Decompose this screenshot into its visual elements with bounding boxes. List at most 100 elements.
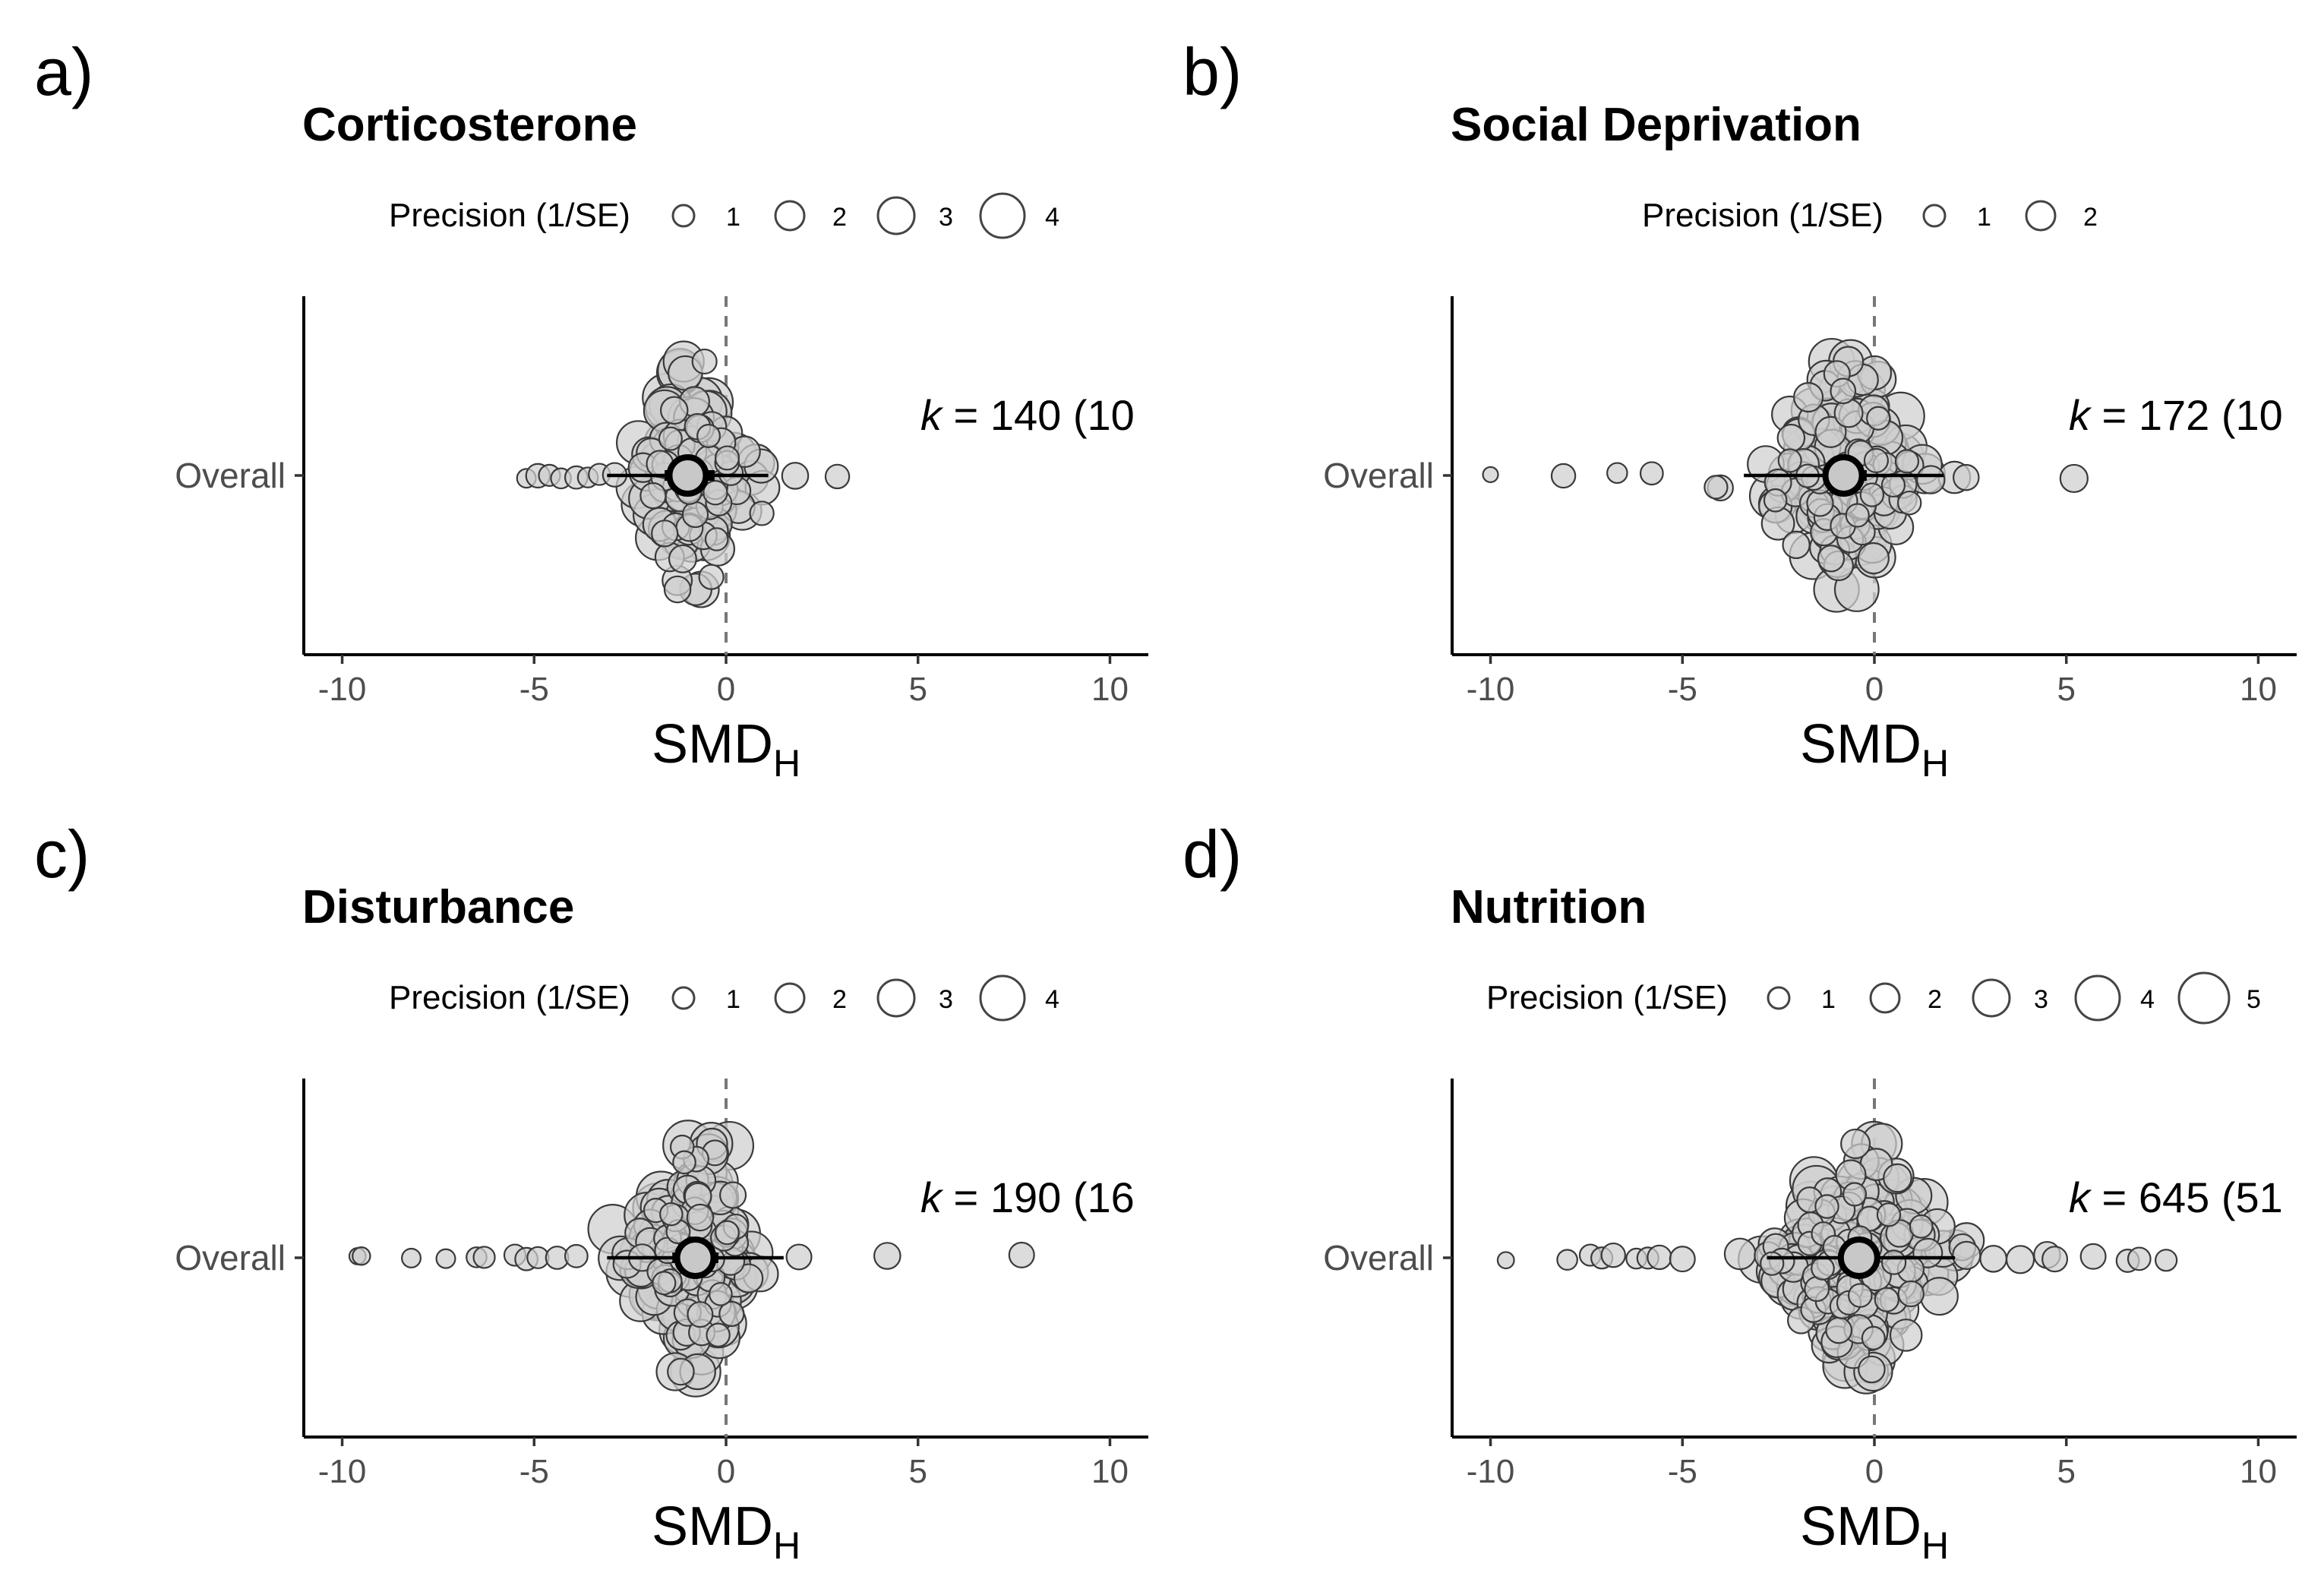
effect-size-point [1814,1194,1839,1219]
legend: Precision (1/SE) 1 2 3 4 [389,192,1059,239]
effect-size-point [785,1243,813,1271]
x-tick-label: -10 [1467,671,1515,708]
effect-size-point [1814,415,1847,448]
effect-size-point [1919,1277,1959,1316]
effect-size-point [687,1301,714,1328]
x-tick-label: 10 [2240,1453,2277,1490]
effect-size-point [651,520,679,548]
effect-size-point [718,1300,745,1327]
legend-key-label: 2 [832,203,847,232]
effect-size-point [352,1246,371,1266]
effect-size-point [1897,1280,1925,1308]
x-tick-label: 10 [1091,1453,1129,1490]
effect-size-point [659,1202,684,1227]
effect-size-point [1880,472,1906,498]
legend-key-circle [876,196,916,235]
effect-size-point [1811,1256,1835,1281]
effect-size-point [1782,530,1811,560]
effect-size-point [1842,1182,1868,1207]
legend-key-label: 2 [832,985,847,1014]
effect-size-point [1760,1251,1785,1276]
legend-key-label: 5 [2247,985,2261,1014]
effect-size-point [1008,1241,1035,1268]
effect-size-point [1909,1214,1934,1239]
effect-size-point [2059,463,2089,494]
legend-key-label: 1 [1977,203,1991,232]
legend-key-label: 4 [1045,203,1059,232]
legend-key-circle [1869,982,1901,1014]
x-tick-label: 10 [2240,671,2277,708]
legend-title: Precision (1/SE) [1642,197,1884,234]
panel-a: a) Corticosterone Precision (1/SE) 1 2 3 4 Over… [34,34,1148,785]
legend-title: Precision (1/SE) [389,197,630,234]
effect-size-point [1859,482,1885,507]
effect-size-point [401,1247,422,1268]
legend-key-circle [979,192,1026,239]
effect-size-point [668,544,697,573]
legend-key-label: 4 [2140,985,2155,1014]
effect-size-point [1639,461,1664,486]
effect-size-point [1863,447,1889,473]
panel-label: c) [34,816,90,892]
panel-label: b) [1183,34,1242,109]
effect-size-point [704,527,729,551]
effect-size-point [703,479,728,506]
legend-key-circle [2025,200,2057,232]
x-tick-label: 5 [908,1453,927,1490]
panel-title: Nutrition [1451,881,1647,933]
effect-size-point [1866,406,1891,431]
effect-size-point [1556,1249,1578,1271]
effect-size-point [1825,1316,1853,1344]
effect-size-point [639,482,667,510]
legend-key-circle [876,978,916,1018]
effect-size-point [1496,1251,1515,1270]
x-tick-label: -10 [318,671,367,708]
panel-title: Disturbance [302,881,574,933]
x-tick-label: 0 [1865,1453,1884,1490]
x-tick-label: 5 [2057,671,2075,708]
legend: Precision (1/SE) 1 2 [1642,197,2098,234]
panel-c: c) Disturbance Precision (1/SE) 1 2 3 4 Overall… [34,816,1148,1567]
effect-size-point [472,1246,496,1269]
effect-size-point [1482,466,1499,483]
effect-size-point [708,1281,733,1306]
effect-size-point [1880,1249,1907,1275]
panel-label: a) [34,34,93,109]
effect-size-point [681,501,709,529]
effect-size-point [660,396,689,425]
k-annotation: k = 645 (51 [2069,1173,2283,1221]
panel-b: b) Social Deprivation Precision (1/SE) 1 2 Ov… [1183,34,2297,785]
effect-size-point [1840,1128,1871,1160]
legend-key-label: 1 [1821,985,1836,1014]
x-tick-label: 0 [717,1453,735,1490]
k-annotation: k = 140 (10 [920,391,1135,439]
effect-size-point [686,1203,715,1232]
x-tick-label: 10 [1091,671,1129,708]
effect-size-point [2041,1246,2069,1273]
effect-size-point [1896,490,1922,516]
legend-key-circle [1922,204,1947,228]
effect-size-point [706,1322,731,1347]
y-category-label: Overall [175,1238,286,1278]
effect-size-point [1894,449,1920,474]
effect-size-point [873,1242,901,1270]
effect-size-point [2127,1246,2152,1271]
panel-label: d) [1183,816,1242,892]
x-axis-title: SMDH [1800,714,1949,785]
effect-size-point [2155,1249,2178,1272]
effect-size-point [1647,1244,1672,1271]
effect-size-point [1916,465,1946,494]
x-tick-label: -10 [1467,1453,1515,1490]
overall-estimate-point [666,454,709,497]
x-tick-label: -10 [318,1453,367,1490]
effect-size-point [1550,463,1577,489]
legend-key-circle [671,986,696,1010]
overall-estimate-point [1822,454,1865,497]
effect-size-point [1847,1283,1873,1308]
effect-size-point [1669,1246,1696,1273]
legend-title: Precision (1/SE) [389,979,630,1016]
legend-key-circle [2177,971,2231,1025]
effect-size-point [435,1248,456,1269]
x-axis-title: SMDH [1800,1496,1949,1567]
effect-size-point [719,1181,747,1209]
